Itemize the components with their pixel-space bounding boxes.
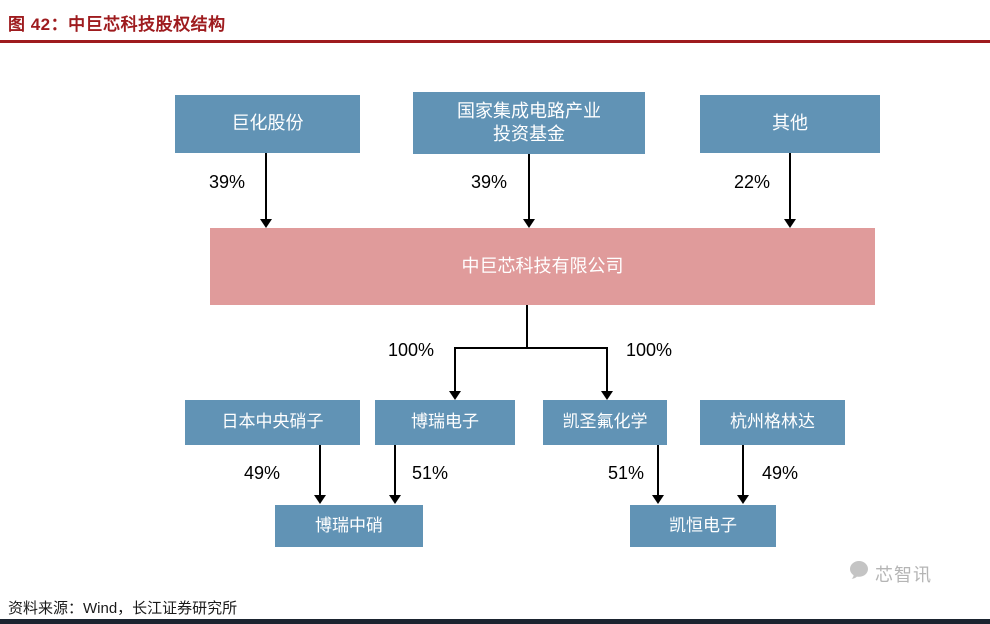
arrow-line-glass-to-boruizhongxiao: [319, 445, 321, 496]
arrow-head-kaisheng-to-kaiheng: [652, 495, 664, 504]
arrow-head-juhua-to-company: [260, 219, 272, 228]
stem-company-down: [526, 305, 528, 348]
title-divider: [0, 40, 990, 43]
arrow-head-company-to-kaisheng: [601, 391, 613, 400]
arrow-line-borui-to-boruizhongxiao: [394, 445, 396, 496]
footer-bar: [0, 619, 990, 624]
node-kaisheng-fluorochem: 凯圣氟化学: [543, 400, 667, 445]
arrow-head-other-to-company: [784, 219, 796, 228]
node-shareholder-other: 其他: [700, 95, 880, 153]
arrow-head-borui-to-boruizhongxiao: [389, 495, 401, 504]
figure-title: 图 42：中巨芯科技股权结构: [8, 15, 226, 34]
arrow-head-fund-to-company: [523, 219, 535, 228]
node-borui-zhongxiao: 博瑞中硝: [275, 505, 423, 547]
node-shareholder-ic-fund: 国家集成电路产业 投资基金: [413, 92, 645, 154]
arrow-head-greenda-to-kaiheng: [737, 495, 749, 504]
arrow-line-greenda-to-kaiheng: [742, 445, 744, 496]
arrow-line-fund-to-company: [528, 154, 530, 219]
arrow-line-kaisheng-to-kaiheng: [657, 445, 659, 496]
node-shareholder-juhua: 巨化股份: [175, 95, 360, 153]
node-central-glass: 日本中央硝子: [185, 400, 360, 445]
pct-label-glass: 49%: [243, 463, 281, 483]
pct-label-sub-right: 100%: [625, 340, 673, 360]
arrow-line-company-to-kaisheng: [606, 347, 608, 392]
node-borui-electronics: 博瑞电子: [375, 400, 515, 445]
pct-label-sub-left: 100%: [387, 340, 435, 360]
arrow-head-glass-to-boruizhongxiao: [314, 495, 326, 504]
branch-horizontal: [454, 347, 608, 349]
arrow-line-juhua-to-company: [265, 153, 267, 219]
watermark-text: 芯智讯: [875, 564, 932, 585]
watermark: 芯智讯: [845, 558, 932, 589]
node-hangzhou-greenda: 杭州格林达: [700, 400, 845, 445]
arrow-line-other-to-company: [789, 153, 791, 219]
node-kaiheng-electronics: 凯恒电子: [630, 505, 776, 547]
watermark-logo-icon: [845, 558, 871, 589]
pct-label-fund: 39%: [470, 172, 508, 192]
pct-label-greenda: 49%: [761, 463, 799, 483]
source-note: 资料来源：Wind，长江证券研究所: [8, 600, 238, 617]
pct-label-juhua: 39%: [208, 172, 246, 192]
pct-label-kaisheng: 51%: [607, 463, 645, 483]
arrow-line-company-to-borui: [454, 347, 456, 392]
arrow-head-company-to-borui: [449, 391, 461, 400]
node-company: 中巨芯科技有限公司: [210, 228, 875, 305]
pct-label-other: 22%: [733, 172, 771, 192]
pct-label-borui: 51%: [411, 463, 449, 483]
